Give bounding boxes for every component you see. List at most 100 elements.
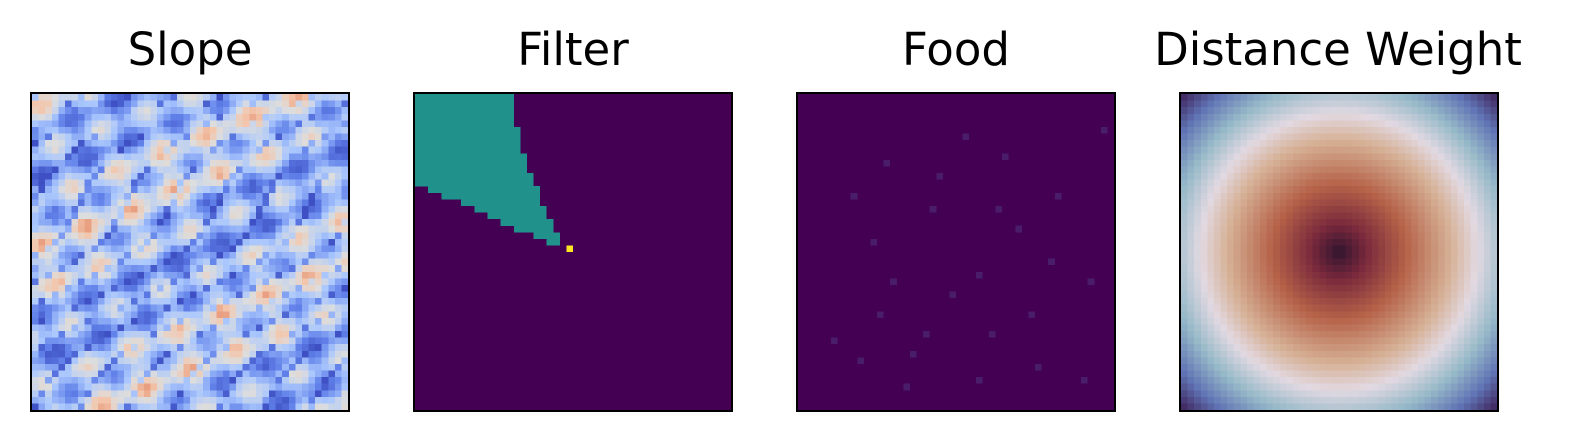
distance-weight-cell [1339, 377, 1346, 384]
slope-cell [71, 205, 79, 213]
slope-cell [301, 232, 309, 239]
slope-cell [38, 377, 46, 384]
distance-weight-cell [1279, 225, 1287, 233]
distance-weight-cell [1345, 298, 1353, 305]
distance-weight-cell [1246, 344, 1254, 351]
distance-weight-cell [1424, 284, 1432, 292]
slope-cell [196, 126, 204, 134]
distance-weight-cell [1490, 311, 1497, 318]
slope-cell [328, 363, 335, 371]
slope-cell [334, 370, 342, 378]
slope-cell [308, 94, 316, 101]
slope-cell [71, 186, 79, 193]
slope-cell [150, 186, 158, 193]
distance-weight-cell [1273, 100, 1280, 108]
slope-cell [45, 311, 52, 318]
distance-weight-cell [1266, 186, 1274, 193]
distance-weight-cell [1266, 192, 1274, 200]
distance-weight-cell [1404, 304, 1412, 312]
distance-weight-cell [1345, 140, 1353, 147]
distance-weight-cell [1279, 252, 1287, 259]
slope-cell [176, 192, 184, 200]
distance-weight-cell [1194, 396, 1201, 404]
distance-weight-cell [1266, 258, 1274, 266]
slope-cell [64, 271, 72, 279]
distance-weight-cell [1194, 258, 1201, 266]
distance-weight-cell [1227, 166, 1234, 174]
distance-weight-cell [1431, 212, 1438, 220]
distance-weight-cell [1306, 383, 1313, 391]
slope-cell [216, 107, 224, 114]
slope-cell [236, 324, 243, 332]
distance-weight-cell [1339, 140, 1346, 147]
slope-cell [84, 344, 92, 351]
slope-cell [170, 140, 177, 147]
distance-weight-cell [1352, 403, 1359, 410]
distance-weight-cell [1352, 370, 1359, 378]
distance-weight-cell [1371, 304, 1379, 312]
slope-cell [321, 304, 329, 312]
slope-cell [78, 311, 85, 318]
slope-cell [275, 166, 283, 174]
distance-weight-cell [1260, 146, 1267, 154]
distance-weight-cell [1292, 252, 1300, 259]
distance-weight-cell [1490, 140, 1497, 147]
slope-cell [176, 383, 184, 391]
distance-weight-cell [1431, 100, 1438, 108]
distance-weight-cell [1365, 199, 1373, 207]
slope-cell [137, 396, 145, 404]
distance-weight-cell [1227, 258, 1234, 266]
distance-weight-cell [1240, 344, 1247, 351]
distance-weight-cell [1424, 212, 1432, 220]
distance-weight-cell [1207, 298, 1215, 305]
slope-cell [321, 126, 329, 134]
slope-cell [196, 265, 204, 272]
distance-weight-cell [1444, 238, 1452, 246]
distance-weight-cell [1306, 278, 1313, 286]
slope-cell [143, 252, 151, 259]
distance-weight-cell [1332, 383, 1340, 391]
slope-cell [328, 258, 335, 266]
distance-weight-cell [1477, 390, 1484, 397]
distance-weight-cell [1411, 265, 1419, 272]
distance-weight-cell [1200, 291, 1208, 299]
slope-cell [124, 179, 131, 187]
distance-weight-cell [1424, 120, 1432, 128]
slope-cell [157, 126, 164, 134]
distance-weight-cell [1339, 403, 1346, 410]
distance-weight-cell [1187, 403, 1195, 410]
distance-weight-cell [1464, 140, 1471, 147]
distance-weight-cell [1332, 133, 1340, 141]
slope-cell [341, 403, 348, 410]
slope-cell [308, 390, 316, 397]
distance-weight-cell [1240, 350, 1247, 358]
distance-weight-cell [1260, 140, 1267, 147]
slope-cell [183, 100, 191, 108]
distance-weight-cell [1418, 225, 1425, 233]
distance-weight-cell [1411, 258, 1419, 266]
distance-weight-cell [1332, 284, 1340, 292]
slope-cell [32, 311, 39, 318]
slope-cell [295, 258, 303, 266]
slope-cell [275, 179, 283, 187]
slope-cell [163, 265, 171, 272]
distance-weight-cell [1398, 140, 1405, 147]
slope-cell [222, 403, 230, 410]
distance-weight-cell [1240, 396, 1247, 404]
distance-weight-cell [1352, 212, 1359, 220]
distance-weight-cell [1253, 363, 1261, 371]
distance-weight-cell [1391, 284, 1399, 292]
distance-weight-cell [1391, 192, 1399, 200]
distance-weight-cell [1457, 311, 1465, 318]
slope-cell [38, 120, 46, 128]
slope-cell [157, 377, 164, 384]
distance-weight-cell [1398, 232, 1405, 239]
distance-weight-cell [1253, 265, 1261, 272]
distance-weight-cell [1437, 291, 1445, 299]
slope-cell [341, 133, 348, 141]
distance-weight-cell [1227, 252, 1234, 259]
distance-weight-cell [1213, 265, 1221, 272]
distance-weight-cell [1424, 94, 1432, 101]
distance-weight-cell [1207, 126, 1215, 134]
slope-cell [236, 140, 243, 147]
